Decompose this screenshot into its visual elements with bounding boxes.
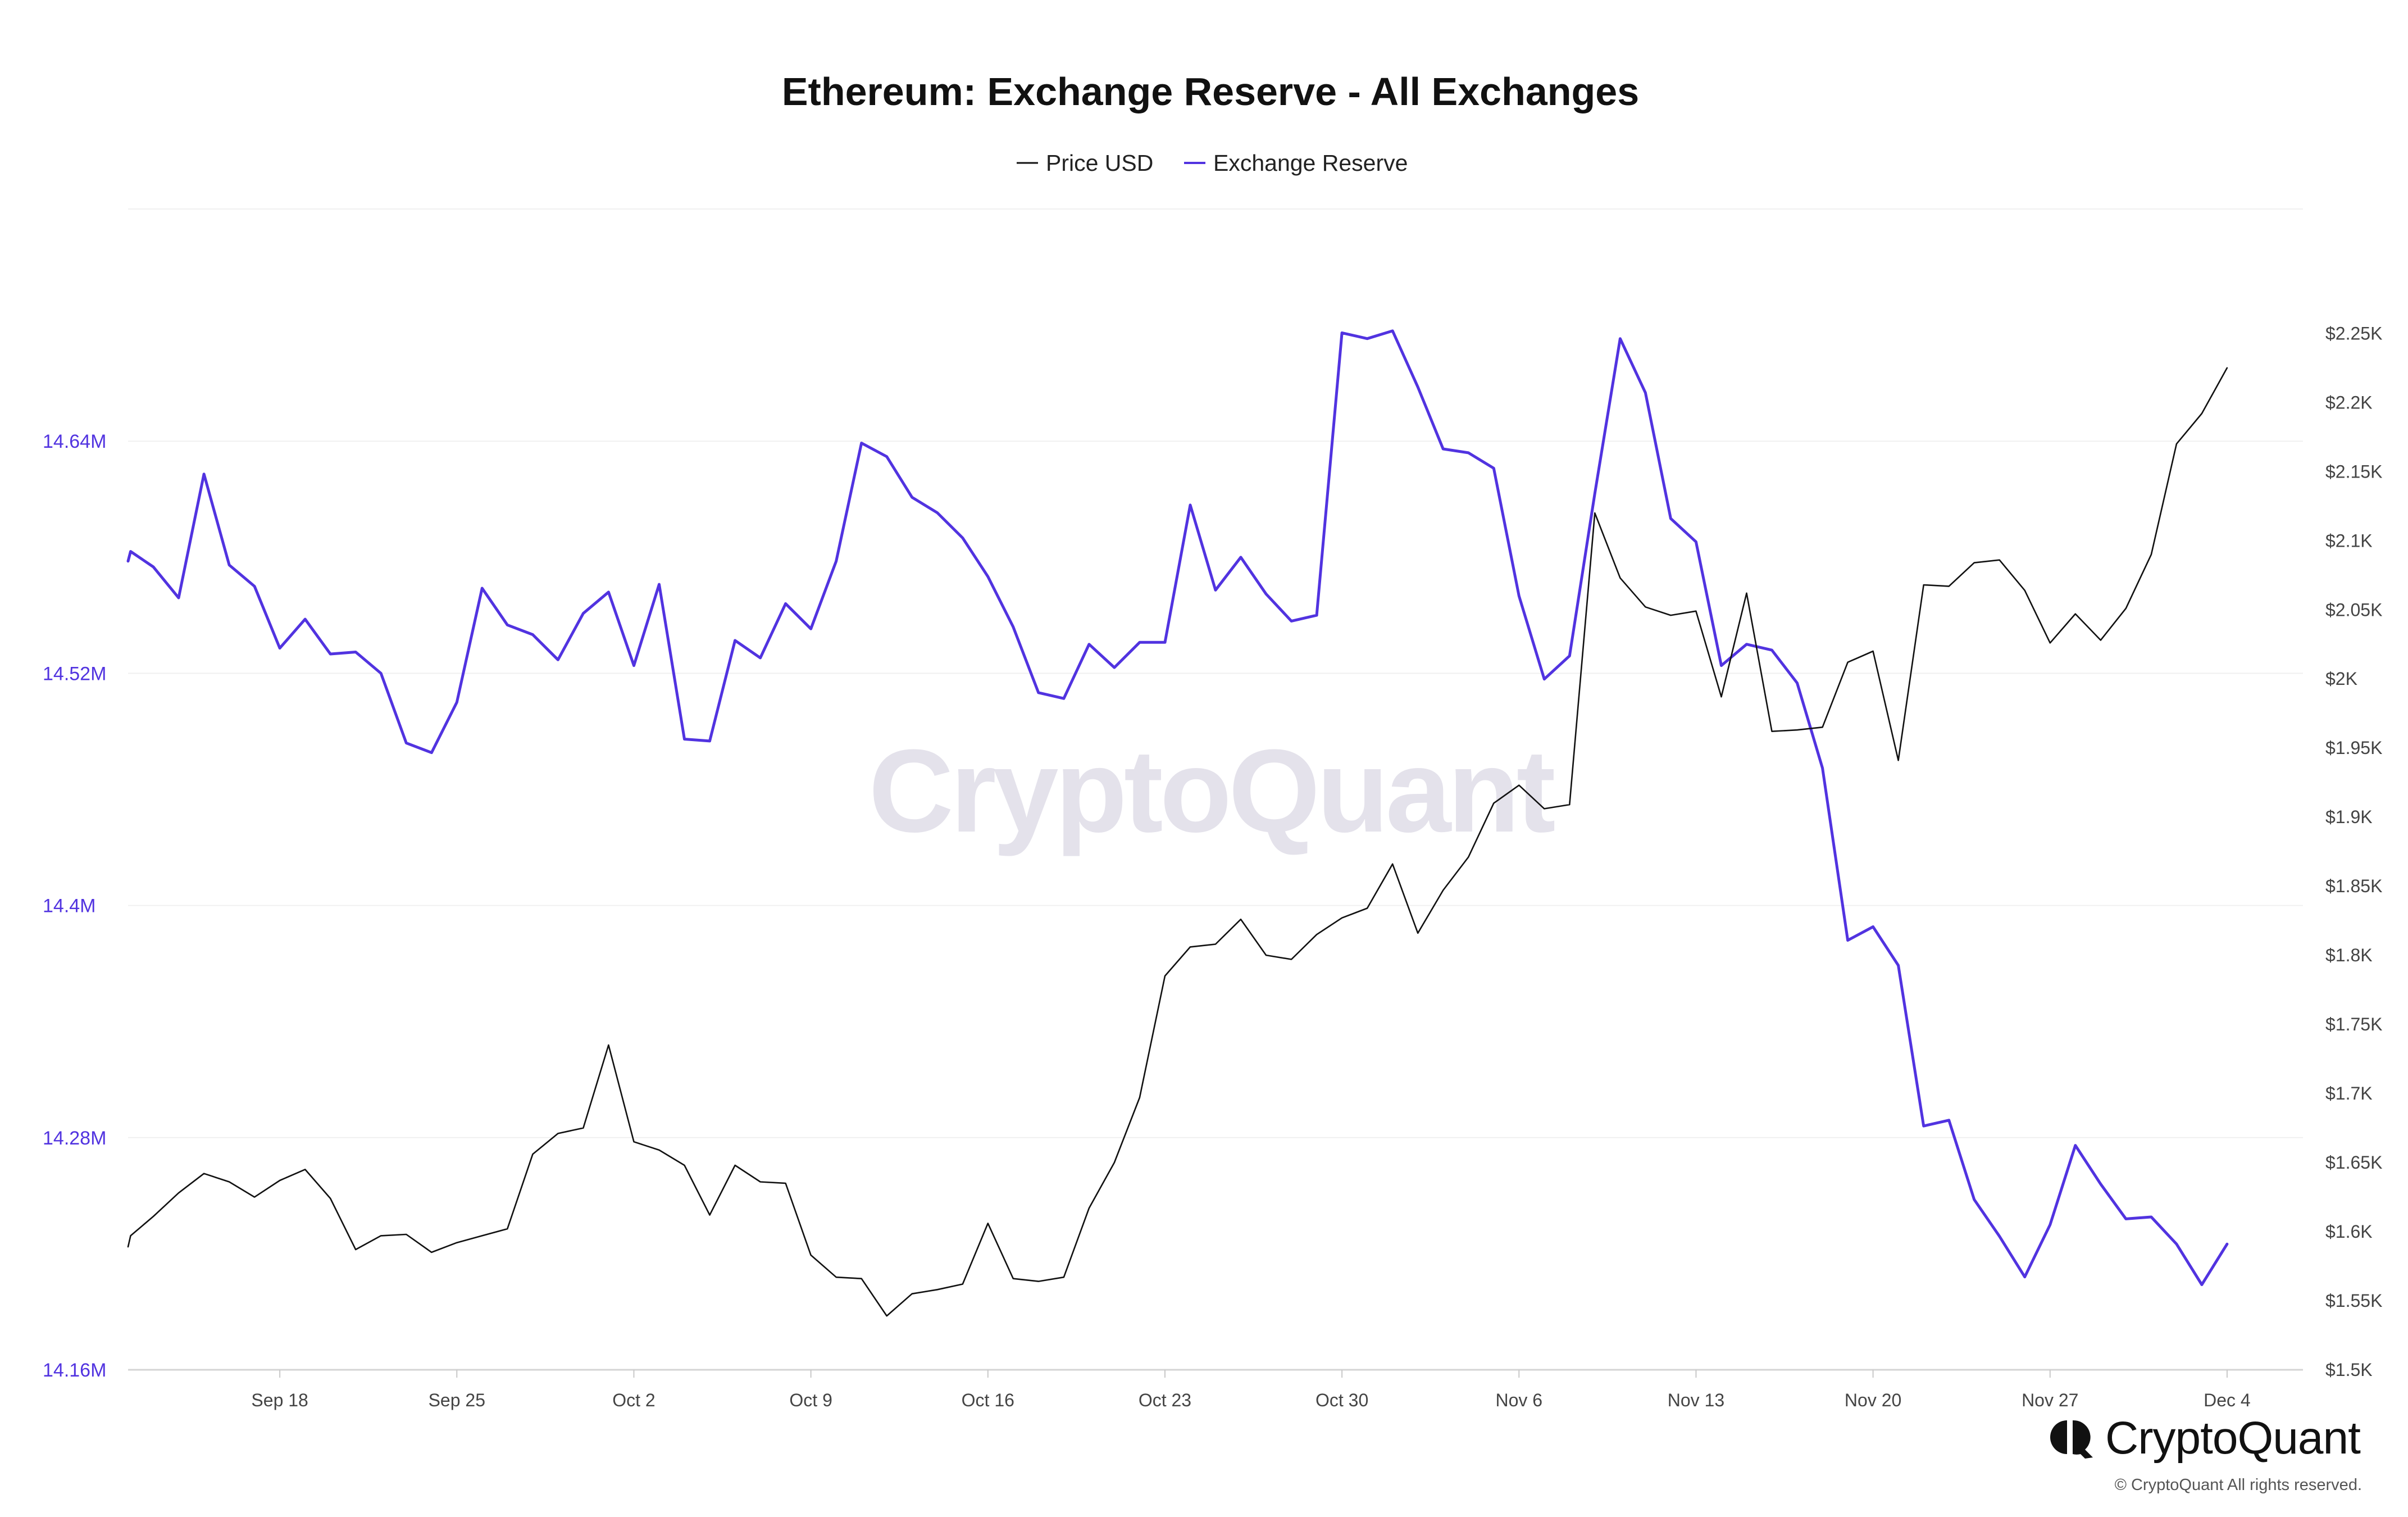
x-tick-label: Oct 9 (789, 1390, 832, 1410)
right-tick-label: $2.05K (2325, 599, 2382, 620)
x-tick-label: Oct 23 (1139, 1390, 1191, 1410)
x-tick-label: Nov 20 (1845, 1390, 1901, 1410)
left-tick-label: 14.52M (43, 663, 106, 684)
price-usd-line (127, 367, 2228, 1317)
right-tick-label: $2K (2325, 669, 2357, 689)
exchange-reserve-line (126, 329, 2229, 1286)
cryptoquant-logo-icon (2050, 1420, 2093, 1459)
cryptoquant-logo: CryptoQuant (2050, 1412, 2361, 1464)
right-tick-label: $1.7K (2325, 1083, 2373, 1103)
right-tick-label: $1.85K (2325, 876, 2382, 896)
x-tick-label: Sep 18 (251, 1390, 308, 1410)
x-axis: Sep 18 Sep 25 Oct 2 Oct 9 Oct 16 Oct 23 Oct 30… (251, 1370, 2251, 1410)
copyright-text: © CryptoQuant All rights reserved. (2115, 1476, 2362, 1494)
right-tick-label: $1.5K (2325, 1360, 2373, 1380)
left-tick-label: 14.64M (43, 431, 106, 452)
x-tick-label: Oct 2 (612, 1390, 655, 1410)
right-tick-label: $2.2K (2325, 392, 2373, 412)
x-tick-label: Dec 4 (2204, 1390, 2251, 1410)
right-tick-label: $1.75K (2325, 1014, 2382, 1034)
legend: Price USD Exchange Reserve (1017, 150, 1408, 176)
right-tick-label: $2.1K (2325, 530, 2373, 551)
x-tick-label: Nov 27 (2022, 1390, 2078, 1410)
x-tick-label: Oct 16 (962, 1390, 1014, 1410)
right-axis: $1.5K $1.55K $1.6K $1.65K $1.7K $1.75K $1.8K $1… (2325, 323, 2382, 1380)
right-tick-label: $2.15K (2325, 461, 2382, 482)
x-tick-label: Nov 6 (1495, 1390, 1542, 1410)
watermark-text: CryptoQuant (868, 725, 1554, 857)
x-tick-label: Nov 13 (1668, 1390, 1724, 1410)
legend-item-reserve[interactable]: Exchange Reserve (1184, 150, 1408, 176)
brand-name: CryptoQuant (2105, 1412, 2361, 1464)
right-tick-label: $1.9K (2325, 807, 2373, 827)
x-tick-label: Oct 30 (1315, 1390, 1368, 1410)
legend-label-reserve: Exchange Reserve (1213, 150, 1408, 176)
left-tick-label: 14.28M (43, 1128, 106, 1149)
grid-lines (128, 208, 2303, 1371)
series-layer (126, 329, 2229, 1317)
chart-title: Ethereum: Exchange Reserve - All Exchang… (782, 70, 1639, 113)
left-axis: 14.16M 14.28M 14.4M 14.52M 14.64M (43, 431, 106, 1381)
right-tick-label: $2.25K (2325, 323, 2382, 343)
legend-item-price[interactable]: Price USD (1017, 150, 1153, 176)
right-tick-label: $1.65K (2325, 1152, 2382, 1173)
left-tick-label: 14.16M (43, 1360, 106, 1381)
right-tick-label: $1.6K (2325, 1221, 2373, 1242)
left-tick-label: 14.4M (43, 896, 96, 917)
right-tick-label: $1.55K (2325, 1291, 2382, 1311)
right-tick-label: $1.8K (2325, 945, 2373, 965)
legend-label-price: Price USD (1046, 150, 1153, 176)
right-tick-label: $1.95K (2325, 738, 2382, 758)
x-tick-label: Sep 25 (429, 1390, 485, 1410)
